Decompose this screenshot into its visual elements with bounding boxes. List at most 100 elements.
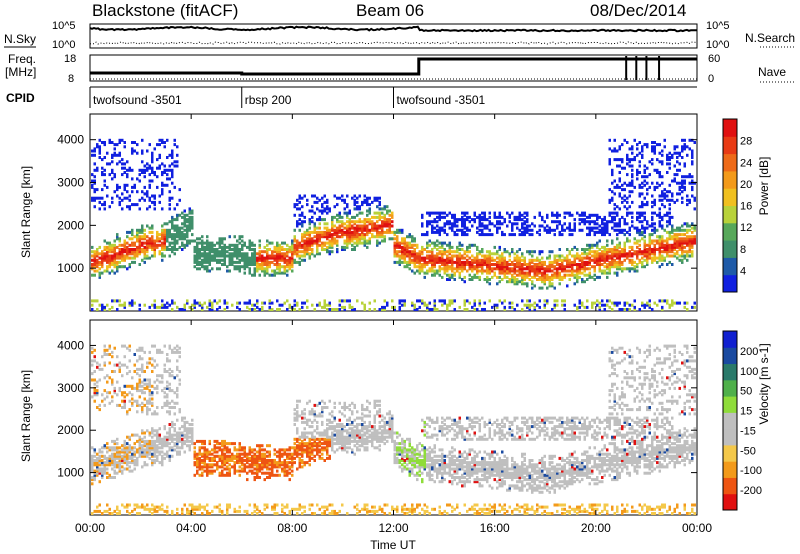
heatmap-cell xyxy=(421,263,424,266)
heatmap-cell xyxy=(191,215,194,219)
heatmap-cell xyxy=(401,228,404,232)
heatmap-cell xyxy=(101,473,104,477)
heatmap-cell xyxy=(658,256,661,260)
heatmap-cell xyxy=(423,263,426,266)
heatmap-cell xyxy=(123,141,126,144)
heatmap-cell xyxy=(241,245,244,249)
heatmap-cell xyxy=(101,305,104,309)
heatmap-cell xyxy=(618,218,621,222)
heatmap-cell xyxy=(538,269,541,273)
heatmap-cell xyxy=(118,200,121,204)
heatmap-cell xyxy=(198,250,201,254)
heatmap-cell xyxy=(521,213,524,217)
heatmap-cell xyxy=(161,254,164,258)
heatmap-cell xyxy=(236,305,239,309)
heatmap-cell xyxy=(691,156,694,159)
heatmap-cell xyxy=(173,433,176,437)
heatmap-cell xyxy=(513,222,516,226)
heatmap-cell xyxy=(91,482,94,486)
heatmap-cell xyxy=(333,224,336,228)
heatmap-cell xyxy=(458,258,461,262)
heatmap-cell xyxy=(343,226,346,230)
heatmap-cell xyxy=(651,145,654,149)
heatmap-cell xyxy=(186,507,189,511)
heatmap-cell xyxy=(651,252,654,256)
heatmap-cell xyxy=(518,271,521,275)
heatmap-cell xyxy=(596,241,599,245)
heatmap-cell xyxy=(103,389,106,393)
heatmap-cell xyxy=(153,454,156,458)
heatmap-cell xyxy=(168,254,171,258)
heatmap-cell xyxy=(143,448,146,452)
heatmap-cell xyxy=(393,233,396,237)
heatmap-cell xyxy=(463,275,466,279)
heatmap-cell xyxy=(626,158,629,162)
heatmap-cell xyxy=(123,401,126,405)
heatmap-cell xyxy=(601,258,604,262)
heatmap-cell xyxy=(141,439,144,443)
heatmap-cell xyxy=(296,198,299,202)
heatmap-cell xyxy=(101,308,104,311)
heatmap-cell xyxy=(621,260,624,264)
freq-trace xyxy=(90,57,697,76)
heatmap-cell xyxy=(646,166,649,170)
heatmap-cell xyxy=(668,235,671,239)
heatmap-cell xyxy=(573,275,576,279)
heatmap-cell xyxy=(353,230,356,234)
heatmap-cell xyxy=(291,254,294,258)
heatmap-cell xyxy=(578,258,581,262)
heatmap-cell xyxy=(631,168,634,172)
heatmap-cell xyxy=(523,278,526,281)
heatmap-cell xyxy=(636,143,639,147)
heatmap-cell xyxy=(96,505,99,509)
heatmap-cell xyxy=(201,258,204,262)
heatmap-cell xyxy=(173,401,176,405)
heatmap-cell xyxy=(383,299,386,303)
heatmap-cell xyxy=(513,308,516,311)
heatmap-cell xyxy=(646,181,649,185)
heatmap-cell xyxy=(163,145,166,149)
heatmap-cell xyxy=(498,269,501,273)
heatmap-cell xyxy=(693,207,696,211)
heatmap-cell xyxy=(513,275,516,279)
heatmap-cell xyxy=(216,248,219,251)
heatmap-cell xyxy=(318,215,321,219)
heatmap-cell xyxy=(221,245,224,249)
heatmap-cell xyxy=(433,303,436,307)
heatmap-cell xyxy=(441,211,444,215)
heatmap-cell xyxy=(643,243,646,247)
heatmap-cell xyxy=(183,235,186,239)
heatmap-cell xyxy=(133,442,136,446)
heatmap-cell xyxy=(651,228,654,232)
heatmap-cell xyxy=(391,305,394,309)
heatmap-cell xyxy=(433,245,436,249)
heatmap-cell xyxy=(656,171,659,174)
heatmap-cell xyxy=(98,151,101,155)
heatmap-cell xyxy=(653,147,656,151)
heatmap-cell xyxy=(483,260,486,264)
heatmap-cell xyxy=(106,254,109,258)
heatmap-cell xyxy=(628,308,631,311)
heatmap-cell xyxy=(138,355,141,359)
heatmap-cell xyxy=(106,162,109,166)
heatmap-cell xyxy=(113,391,116,395)
heatmap-cell xyxy=(223,254,226,258)
heatmap-cell xyxy=(448,222,451,226)
heatmap-cell xyxy=(296,248,299,251)
heatmap-cell xyxy=(98,260,101,264)
heatmap-cell xyxy=(576,252,579,256)
heatmap-cell xyxy=(516,280,519,284)
heatmap-cell xyxy=(158,507,161,511)
heatmap-cell xyxy=(176,241,179,245)
heatmap-cell xyxy=(441,275,444,279)
heatmap-cell xyxy=(93,190,96,194)
heatmap-cell xyxy=(693,198,696,202)
heatmap-cell xyxy=(303,248,306,251)
heatmap-cell xyxy=(518,267,521,271)
heatmap-cell xyxy=(213,248,216,251)
heatmap-cell xyxy=(313,241,316,245)
heatmap-cell xyxy=(128,446,131,450)
heatmap-cell xyxy=(291,239,294,243)
heatmap-cell xyxy=(188,215,191,219)
